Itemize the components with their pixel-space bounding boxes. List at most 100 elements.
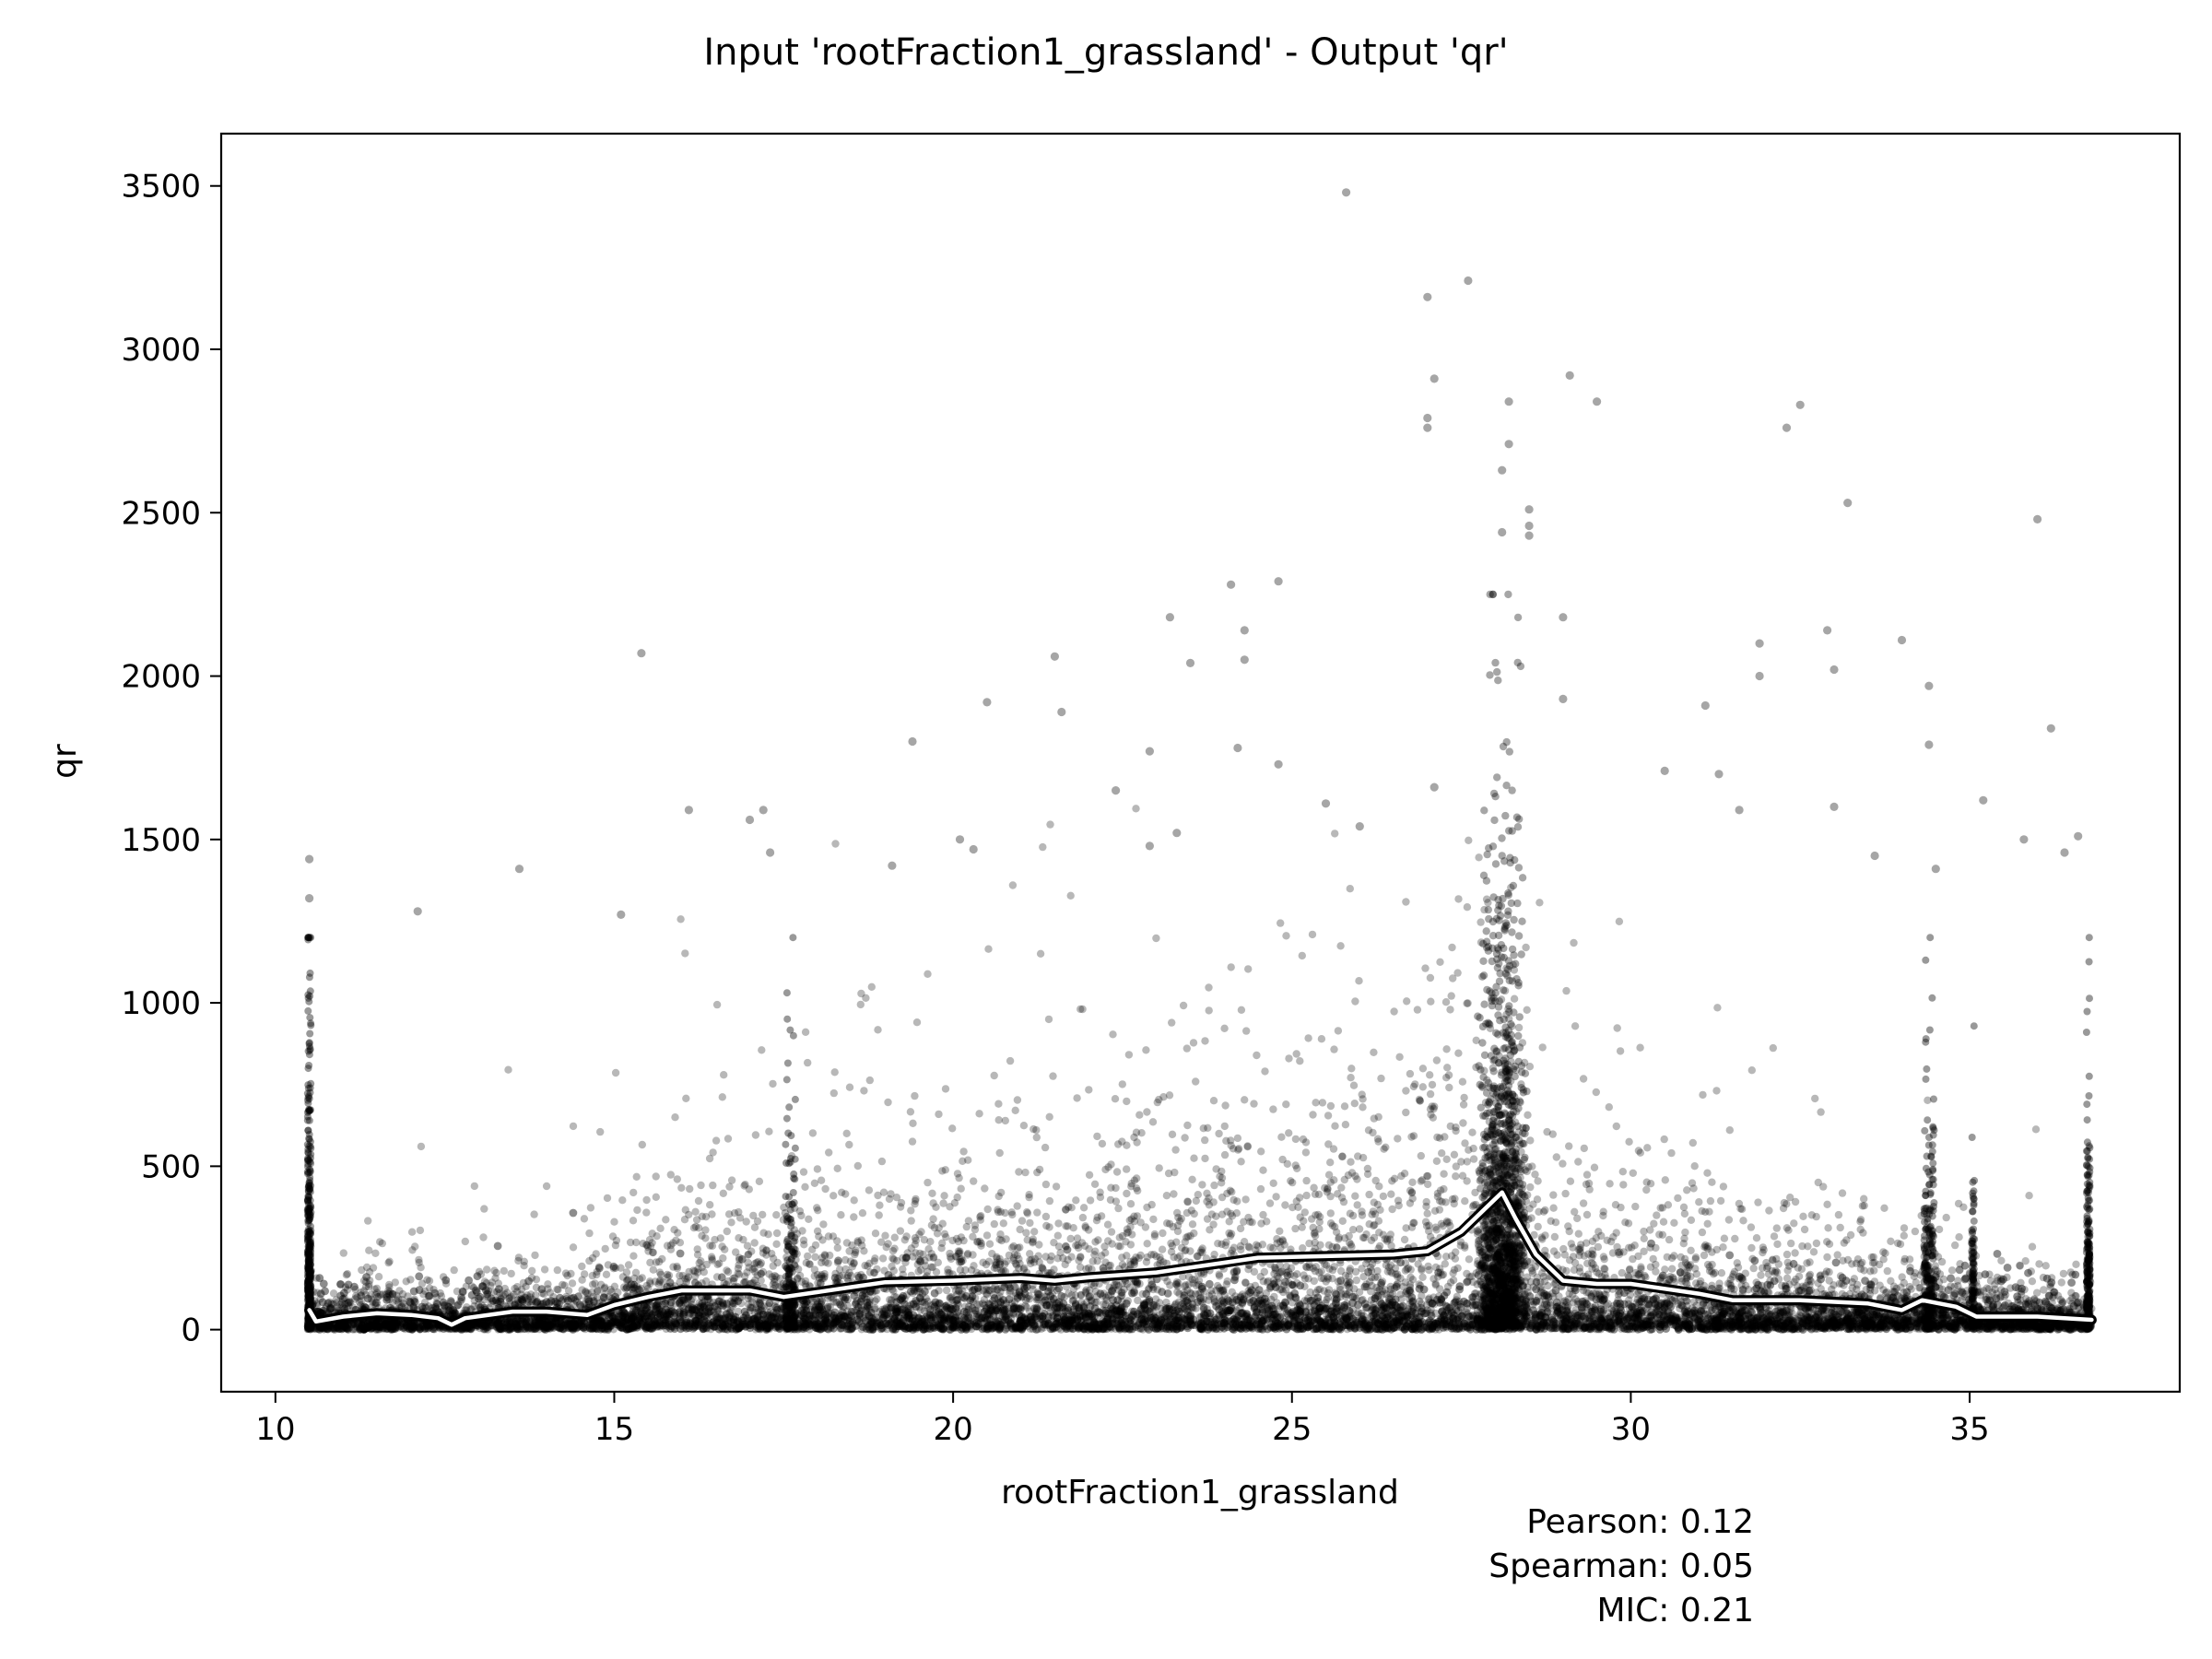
data-point: [1086, 1196, 1095, 1205]
data-point: [481, 1325, 490, 1334]
data-point: [1823, 1253, 1831, 1262]
data-point: [1679, 1203, 1688, 1212]
data-point: [519, 1324, 527, 1334]
data-point: [712, 1000, 722, 1009]
data-point: [493, 1319, 502, 1328]
data-point: [1426, 1089, 1435, 1099]
data-point: [1870, 1266, 1878, 1275]
data-point: [1318, 1099, 1327, 1107]
data-point: [1784, 1226, 1793, 1234]
data-point: [1011, 1106, 1019, 1115]
data-point: [911, 1200, 919, 1208]
data-point: [386, 1318, 394, 1327]
data-point: [1679, 1240, 1688, 1248]
data-point: [1426, 973, 1435, 982]
data-point: [845, 1140, 853, 1149]
data-point: [1330, 1176, 1338, 1184]
data-point: [727, 1218, 735, 1227]
data-point: [1649, 1254, 1657, 1264]
data-point: [1263, 1218, 1271, 1226]
data-point: [884, 1098, 892, 1107]
data-point: [1580, 1252, 1589, 1260]
data-point: [479, 1325, 488, 1334]
data-point: [384, 1258, 393, 1267]
data-point: [1310, 1277, 1319, 1286]
data-point: [1739, 1217, 1747, 1225]
data-point: [1117, 1288, 1126, 1297]
data-point: [1305, 1239, 1313, 1248]
data-point: [1860, 1201, 1868, 1210]
data-point: [1461, 1243, 1469, 1253]
data-point: [1790, 1219, 1798, 1228]
data-point: [1324, 1241, 1334, 1250]
data-point: [1123, 1165, 1131, 1173]
data-point: [1107, 1183, 1115, 1192]
data-point: [990, 1071, 998, 1080]
data-point: [1538, 1043, 1547, 1052]
data-point: [531, 1251, 539, 1260]
data-point: [1253, 1051, 1261, 1060]
data-point: [1853, 1309, 1861, 1317]
data-point: [1900, 1224, 1909, 1232]
data-point: [1866, 1267, 1875, 1276]
data-point: [1804, 1242, 1812, 1251]
data-point: [1571, 1322, 1581, 1330]
data-point: [1339, 1197, 1348, 1206]
data-point: [1458, 1077, 1467, 1086]
data-point: [483, 1265, 491, 1274]
data-point: [1215, 1272, 1224, 1280]
data-point: [1440, 1170, 1448, 1178]
data-point: [1062, 1222, 1070, 1230]
data-point: [994, 1100, 1003, 1108]
data-point: [1562, 986, 1571, 995]
data-point: [1347, 1065, 1356, 1073]
data-point: [1266, 1283, 1276, 1291]
data-point: [893, 1256, 901, 1265]
data-point: [1497, 1159, 1506, 1167]
data-point: [1860, 1194, 1868, 1203]
data-point: [1030, 1124, 1038, 1134]
data-point: [912, 1194, 920, 1204]
data-point: [1359, 1103, 1367, 1112]
data-point: [1237, 1006, 1246, 1015]
data-point: [1423, 1209, 1431, 1218]
data-point: [1613, 1024, 1621, 1032]
data-point: [1523, 1006, 1531, 1015]
data-point: [1590, 1163, 1599, 1171]
data-point: [2000, 1293, 2008, 1301]
data-point: [1453, 1318, 1463, 1327]
data-point: [1187, 1289, 1195, 1299]
data-point: [1935, 1325, 1943, 1334]
data-point: [1380, 1145, 1388, 1153]
data-point: [520, 1262, 528, 1270]
data-point: [1681, 1228, 1689, 1237]
data-point: [2028, 1277, 2037, 1286]
data-point: [804, 1058, 812, 1067]
data-point: [628, 1310, 636, 1319]
data-point: [1646, 1180, 1655, 1188]
data-point: [1687, 1246, 1695, 1255]
data-point: [752, 1304, 760, 1312]
data-point: [1900, 1278, 1908, 1288]
data-point: [1245, 1319, 1253, 1328]
data-point: [1713, 1004, 1722, 1012]
data-point: [1143, 1203, 1151, 1212]
data-point: [1728, 1321, 1737, 1329]
data-point: [1054, 1219, 1063, 1228]
data-point: [569, 1243, 578, 1252]
data-point: [1369, 1128, 1377, 1137]
data-point: [1241, 1096, 1249, 1104]
data-point: [1111, 1095, 1120, 1103]
data-point: [1205, 1006, 1213, 1015]
data-point: [585, 1229, 594, 1238]
data-point: [1446, 1006, 1454, 1014]
data-point: [1468, 1202, 1477, 1211]
data-point: [1328, 1221, 1337, 1230]
data-point: [694, 1196, 703, 1206]
data-point: [1636, 1148, 1645, 1157]
data-point: [1494, 1249, 1503, 1257]
data-point: [977, 1239, 986, 1248]
data-point: [1369, 1207, 1378, 1216]
data-point: [1406, 1069, 1415, 1078]
data-point: [1114, 1282, 1123, 1290]
